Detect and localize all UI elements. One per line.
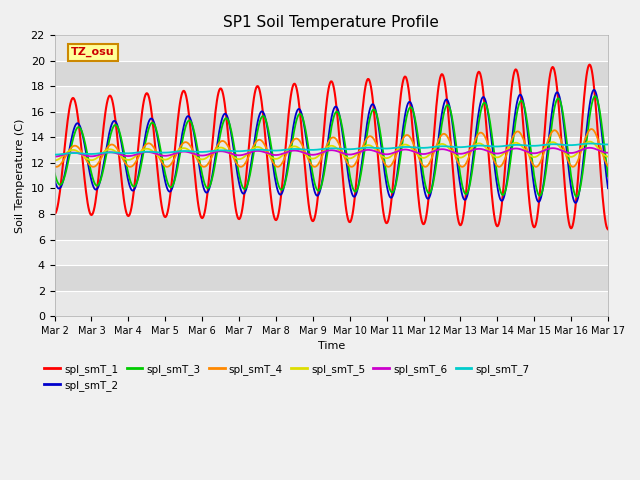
spl_smT_7 <box>586 141 594 146</box>
spl_smT_6 <box>203 152 211 158</box>
spl_smT_3 <box>415 138 422 144</box>
Bar <box>54 189 608 214</box>
Bar <box>54 86 608 112</box>
spl_smT_7 <box>604 142 612 147</box>
Line: spl_smT_5: spl_smT_5 <box>54 142 608 160</box>
spl_smT_3 <box>573 194 580 200</box>
Line: spl_smT_1: spl_smT_1 <box>54 65 608 229</box>
spl_smT_2 <box>61 172 68 178</box>
Title: SP1 Soil Temperature Profile: SP1 Soil Temperature Profile <box>223 15 439 30</box>
spl_smT_4 <box>415 156 423 162</box>
spl_smT_1 <box>118 177 125 182</box>
spl_smT_4 <box>203 162 211 168</box>
spl_smT_4 <box>274 164 282 169</box>
Line: spl_smT_7: spl_smT_7 <box>54 144 608 155</box>
spl_smT_3 <box>203 185 211 191</box>
spl_smT_6 <box>61 152 68 157</box>
spl_smT_2 <box>572 200 579 206</box>
spl_smT_7 <box>51 152 58 157</box>
spl_smT_4 <box>588 126 596 132</box>
spl_smT_1 <box>604 227 612 232</box>
spl_smT_6 <box>399 147 406 153</box>
spl_smT_1 <box>586 62 593 68</box>
spl_smT_2 <box>203 190 211 195</box>
spl_smT_2 <box>118 141 125 146</box>
spl_smT_6 <box>415 150 422 156</box>
spl_smT_4 <box>174 149 182 155</box>
Bar <box>54 214 608 240</box>
spl_smT_5 <box>399 143 406 148</box>
spl_smT_2 <box>604 185 612 191</box>
spl_smT_7 <box>174 148 182 154</box>
spl_smT_4 <box>399 135 407 141</box>
Bar <box>54 61 608 86</box>
Bar <box>54 265 608 290</box>
spl_smT_3 <box>51 170 58 176</box>
spl_smT_1 <box>203 195 211 201</box>
spl_smT_7 <box>118 150 125 156</box>
spl_smT_5 <box>51 157 58 163</box>
Text: TZ_osu: TZ_osu <box>71 47 115 57</box>
spl_smT_4 <box>604 163 612 169</box>
spl_smT_7 <box>415 145 422 151</box>
spl_smT_5 <box>586 139 593 144</box>
spl_smT_6 <box>586 145 593 151</box>
spl_smT_3 <box>604 173 612 179</box>
spl_smT_3 <box>174 164 182 170</box>
spl_smT_1 <box>174 118 182 124</box>
spl_smT_3 <box>591 93 599 99</box>
spl_smT_2 <box>399 130 406 135</box>
Legend: spl_smT_1, spl_smT_2, spl_smT_3, spl_smT_4, spl_smT_5, spl_smT_6, spl_smT_7: spl_smT_1, spl_smT_2, spl_smT_3, spl_smT… <box>40 360 534 395</box>
spl_smT_5 <box>415 153 422 158</box>
Bar <box>54 240 608 265</box>
spl_smT_7 <box>203 149 211 155</box>
Line: spl_smT_2: spl_smT_2 <box>54 90 608 203</box>
Bar <box>54 290 608 316</box>
X-axis label: Time: Time <box>317 341 345 351</box>
spl_smT_5 <box>118 154 125 159</box>
spl_smT_3 <box>399 139 406 145</box>
Line: spl_smT_4: spl_smT_4 <box>54 129 608 167</box>
spl_smT_7 <box>61 151 68 156</box>
spl_smT_2 <box>415 146 422 152</box>
spl_smT_5 <box>61 152 68 157</box>
spl_smT_4 <box>51 163 58 169</box>
Bar <box>54 163 608 189</box>
spl_smT_5 <box>174 148 182 154</box>
spl_smT_6 <box>604 150 612 156</box>
Bar <box>54 137 608 163</box>
Bar <box>54 112 608 137</box>
spl_smT_5 <box>604 154 612 159</box>
Line: spl_smT_3: spl_smT_3 <box>54 96 608 197</box>
spl_smT_1 <box>51 211 58 217</box>
spl_smT_3 <box>61 174 68 180</box>
spl_smT_3 <box>118 137 125 143</box>
Line: spl_smT_6: spl_smT_6 <box>54 148 608 156</box>
spl_smT_4 <box>118 154 125 159</box>
spl_smT_7 <box>399 144 406 150</box>
spl_smT_5 <box>203 155 211 160</box>
spl_smT_4 <box>61 156 68 161</box>
spl_smT_6 <box>174 150 182 156</box>
spl_smT_1 <box>415 197 422 203</box>
spl_smT_6 <box>51 154 58 159</box>
spl_smT_6 <box>118 152 125 158</box>
spl_smT_1 <box>399 81 406 86</box>
spl_smT_2 <box>174 159 182 165</box>
spl_smT_2 <box>51 177 58 183</box>
spl_smT_1 <box>61 146 68 152</box>
spl_smT_2 <box>590 87 598 93</box>
Bar <box>54 36 608 61</box>
Y-axis label: Soil Temperature (C): Soil Temperature (C) <box>15 119 25 233</box>
